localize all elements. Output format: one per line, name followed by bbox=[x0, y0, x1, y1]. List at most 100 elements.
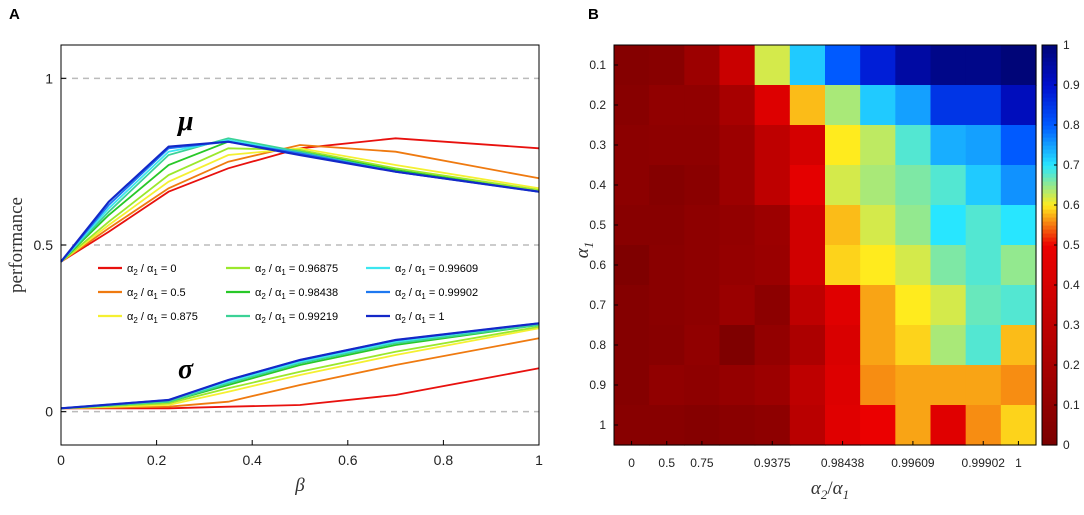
legend-text-part: 1 bbox=[281, 292, 286, 301]
heatmap-cell bbox=[930, 45, 967, 86]
colorbar-segment bbox=[1042, 237, 1057, 242]
heatmap-x-tick-label: 1 bbox=[1015, 456, 1022, 470]
heatmap-cell bbox=[930, 365, 967, 406]
heatmap-cell bbox=[965, 245, 1002, 286]
heatmap-cell bbox=[614, 85, 650, 126]
heatmap-cell bbox=[719, 325, 756, 366]
colorbar-segment bbox=[1042, 377, 1057, 382]
y-tick-label: 0 bbox=[45, 404, 53, 420]
heatmap-y-tick-label: 0.9 bbox=[589, 378, 606, 392]
heatmap-cell bbox=[754, 285, 791, 326]
heatmap-cell bbox=[789, 165, 826, 206]
colorbar-segment bbox=[1042, 393, 1057, 398]
heatmap-cell bbox=[1000, 285, 1037, 326]
colorbar-segment bbox=[1042, 125, 1057, 130]
heatmap-cell bbox=[860, 205, 896, 246]
legend-text-part: α bbox=[395, 311, 402, 323]
heatmap-cell bbox=[895, 85, 932, 126]
heatmap-cell bbox=[1000, 365, 1037, 406]
heatmap-y-tick-label: 0.7 bbox=[589, 298, 606, 312]
heatmap-cell bbox=[895, 405, 932, 446]
heatmap-cell bbox=[719, 285, 756, 326]
heatmap-cell bbox=[895, 245, 932, 286]
colorbar-segment bbox=[1042, 433, 1057, 438]
heatmap-cell bbox=[930, 325, 967, 366]
heatmap-x-tick-label: 0.99902 bbox=[962, 456, 1006, 470]
heatmap-cell bbox=[614, 45, 650, 86]
legend-text-part: α bbox=[395, 287, 402, 299]
legend-text-part: = 0.98438 bbox=[286, 287, 338, 299]
heatmap-cell bbox=[1000, 165, 1037, 206]
heatmap-x-tick-label: 0.99609 bbox=[891, 456, 935, 470]
heatmap-cell bbox=[930, 285, 967, 326]
colorbar-segment bbox=[1042, 381, 1057, 386]
colorbar-segment bbox=[1042, 225, 1057, 230]
colorbar-segment bbox=[1042, 117, 1057, 122]
colorbar-segment bbox=[1042, 229, 1057, 234]
heatmap-cell bbox=[789, 285, 826, 326]
heatmap-cell bbox=[719, 405, 756, 446]
heatmap-cell bbox=[789, 205, 826, 246]
colorbar-tick-label: 0.7 bbox=[1063, 158, 1080, 172]
legend-text-part: = 0.875 bbox=[158, 311, 198, 323]
heatmap-cell bbox=[684, 205, 721, 246]
colorbar-segment bbox=[1042, 101, 1057, 106]
colorbar-segment bbox=[1042, 269, 1057, 274]
colorbar-segment bbox=[1042, 77, 1057, 82]
y-axis-label: performance bbox=[6, 197, 27, 293]
legend-text-part: 2 bbox=[401, 292, 406, 301]
colorbar-segment bbox=[1042, 169, 1057, 174]
sigma-line-0 bbox=[61, 367, 540, 410]
heatmap-cell bbox=[789, 325, 826, 366]
heatmap-cell bbox=[719, 125, 756, 166]
heatmap-cell bbox=[649, 285, 685, 326]
heatmap-cell bbox=[1000, 85, 1037, 126]
heatmap-cell bbox=[789, 365, 826, 406]
legend-text-part: = 0.99609 bbox=[426, 263, 478, 275]
colorbar-segment bbox=[1042, 297, 1057, 302]
heatmap-cell bbox=[895, 125, 932, 166]
heatmap-x-tick-label: 0.9375 bbox=[754, 456, 791, 470]
heatmap-cell bbox=[754, 245, 791, 286]
colorbar-segment bbox=[1042, 405, 1057, 410]
colorbar-segment bbox=[1042, 73, 1057, 78]
heatmap-cell bbox=[719, 365, 756, 406]
heatmap-y-tick-label: 0.5 bbox=[589, 218, 606, 232]
heatmap-cell bbox=[860, 45, 896, 86]
legend-entry: α2 / α1 = 0.5 bbox=[127, 287, 186, 301]
heatmap-cell bbox=[649, 165, 685, 206]
panel-b-label: B bbox=[588, 6, 599, 23]
heatmap-cell bbox=[1000, 125, 1037, 166]
legend-entry: α2 / α1 = 0.99219 bbox=[255, 311, 338, 325]
y-tick-label: 1 bbox=[45, 70, 53, 86]
sigma-annotation: σ bbox=[178, 354, 194, 385]
heatmap-cell bbox=[719, 245, 756, 286]
mu-line-4 bbox=[60, 140, 540, 263]
colorbar-segment bbox=[1042, 389, 1057, 394]
legend-text-part: 1 bbox=[153, 268, 158, 277]
colorbar-segment bbox=[1042, 53, 1057, 58]
x-tick-label: 0.4 bbox=[242, 452, 262, 468]
heatmap-cell bbox=[895, 285, 932, 326]
heatmap-cell bbox=[860, 365, 896, 406]
x-slash: / bbox=[827, 478, 833, 499]
heatmap-x-tick-label: 0.5 bbox=[658, 456, 675, 470]
heatmap-cell bbox=[930, 245, 967, 286]
colorbar-segment bbox=[1042, 385, 1057, 390]
heatmap-x-tick-label: 0 bbox=[628, 456, 635, 470]
heatmap-cell bbox=[965, 45, 1002, 86]
sigma-line-5 bbox=[60, 324, 540, 410]
colorbar-segment bbox=[1042, 397, 1057, 402]
heatmap-cell bbox=[789, 245, 826, 286]
colorbar-segment bbox=[1042, 233, 1057, 238]
colorbar-segment bbox=[1042, 205, 1057, 210]
colorbar-segment bbox=[1042, 245, 1057, 250]
colorbar-segment bbox=[1042, 209, 1057, 214]
heatmap-cell bbox=[965, 365, 1002, 406]
heatmap-cell bbox=[965, 205, 1002, 246]
legend-text-part: 2 bbox=[401, 316, 406, 325]
heatmap-cell bbox=[965, 405, 1002, 446]
mu-line-3 bbox=[60, 147, 540, 263]
heatmap-cell bbox=[895, 45, 932, 86]
heatmap-cell bbox=[860, 285, 896, 326]
